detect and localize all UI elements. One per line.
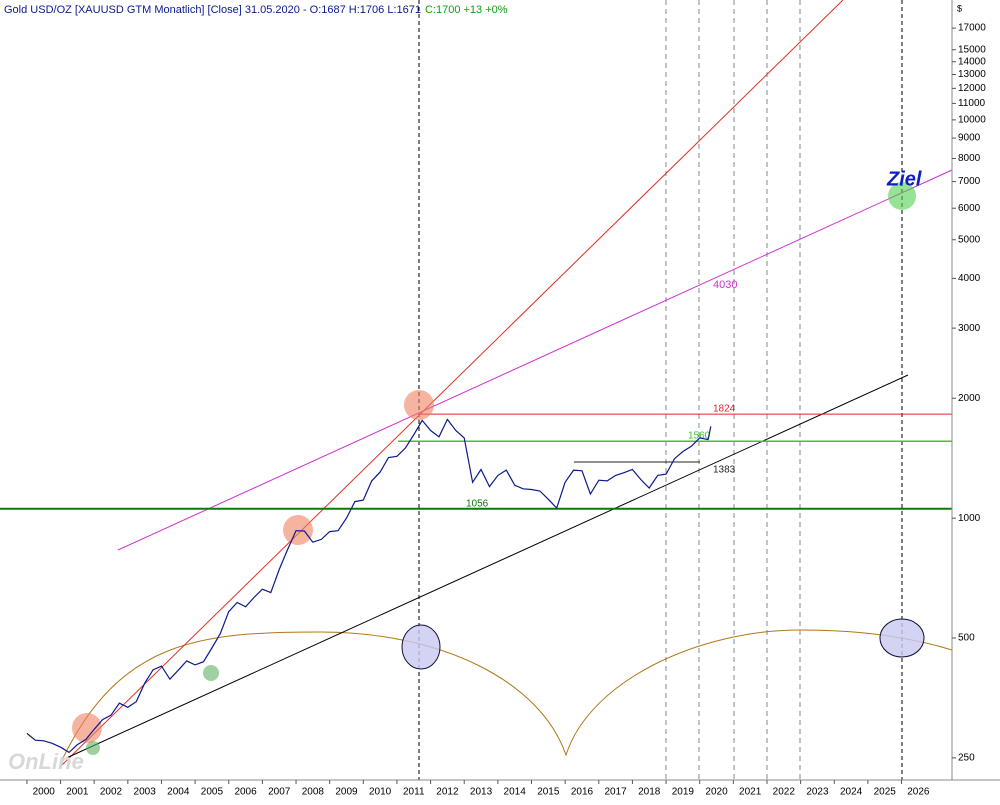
y-tick-label: 11000	[958, 98, 986, 109]
y-tick-label: 14000	[958, 56, 986, 67]
top-marker	[72, 713, 102, 743]
quote-text: C:1700 +13 +0%	[425, 4, 508, 16]
x-tick-label: 2009	[335, 787, 358, 798]
y-tick-label: 15000	[958, 44, 986, 55]
title-text: Gold USD/OZ [XAUUSD GTM Monatlich] [Clos…	[4, 4, 421, 16]
x-tick-label: 2000	[33, 787, 56, 798]
x-tick-label: 2026	[907, 787, 930, 798]
x-tick-label: 2023	[806, 787, 829, 798]
title: Gold USD/OZ [XAUUSD GTM Monatlich] [Clos…	[4, 4, 508, 16]
y-tick-label: 8000	[958, 153, 981, 164]
x-tick-label: 2014	[504, 787, 527, 798]
levels: 1824 1560 1383 1056	[0, 404, 952, 510]
x-tick-label: 2016	[571, 787, 594, 798]
target-level-label: 4030	[713, 279, 737, 291]
level-label: 1560	[688, 431, 711, 442]
x-tick-label: 2022	[773, 787, 796, 798]
top-marker	[404, 390, 434, 420]
x-tick-label: 2015	[537, 787, 560, 798]
circles	[72, 182, 925, 755]
x-tick-label: 2002	[100, 787, 123, 798]
cycle-low-marker	[401, 624, 441, 670]
watermark: OnLine	[8, 749, 84, 774]
x-tick-label: 2018	[638, 787, 661, 798]
y-tick-label: 17000	[958, 23, 986, 34]
magenta-trendline	[117, 169, 953, 551]
x-tick-label: 2007	[268, 787, 291, 798]
cycle-low-marker	[879, 618, 925, 658]
black-trendline	[61, 374, 909, 761]
low-marker	[86, 741, 100, 755]
level-label: 1824	[713, 404, 736, 415]
level-label: 1383	[713, 465, 736, 476]
x-tick-label: 2017	[604, 787, 627, 798]
target-label: Ziel	[886, 168, 922, 190]
y-tick-label: 10000	[958, 115, 986, 126]
y-tick-label: 12000	[958, 83, 986, 94]
low-marker	[203, 665, 219, 681]
x-tick-label: 2010	[369, 787, 392, 798]
y-tick-label: 2000	[958, 393, 981, 404]
y-tick-label: 7000	[958, 176, 981, 187]
price-line	[26, 418, 712, 754]
target-marker	[888, 182, 916, 210]
x-tick-label: 2001	[66, 787, 89, 798]
x-tick-label: 2003	[134, 787, 157, 798]
level-label: 1056	[466, 499, 489, 510]
y-tick-label: 5000	[958, 234, 981, 245]
x-tick-label: 2020	[705, 787, 728, 798]
cycle-arc	[61, 629, 953, 761]
y-tick-label: 1000	[958, 513, 981, 524]
y-tick-label: 3000	[958, 323, 981, 334]
vertical-cycle-lines	[418, 0, 903, 780]
red-trendline	[61, 0, 844, 766]
top-marker	[283, 515, 313, 545]
x-tick-label: 2019	[672, 787, 695, 798]
y-tick-label: 9000	[958, 133, 981, 144]
y-tick-label: 6000	[958, 203, 981, 214]
x-tick-label: 2004	[167, 787, 190, 798]
x-tick-label: 2012	[436, 787, 459, 798]
x-tick-label: 2008	[302, 787, 325, 798]
axes: 250 500 1000 2000 3000 4000 5000 6000 7000 8000 90…	[26, 23, 986, 798]
x-tick-label: 2024	[840, 787, 863, 798]
x-tick-label: 2025	[874, 787, 897, 798]
x-tick-label: 2006	[234, 787, 257, 798]
y-tick-label: 13000	[958, 69, 986, 80]
x-tick-label: 2005	[201, 787, 224, 798]
y-tick-label: 500	[958, 633, 975, 644]
x-tick-label: 2021	[739, 787, 762, 798]
x-tick-label: 2011	[403, 787, 425, 798]
y-unit: $	[957, 3, 962, 13]
y-tick-label: 4000	[958, 273, 981, 284]
x-tick-label: 2013	[470, 787, 493, 798]
y-tick-label: 250	[958, 753, 975, 764]
